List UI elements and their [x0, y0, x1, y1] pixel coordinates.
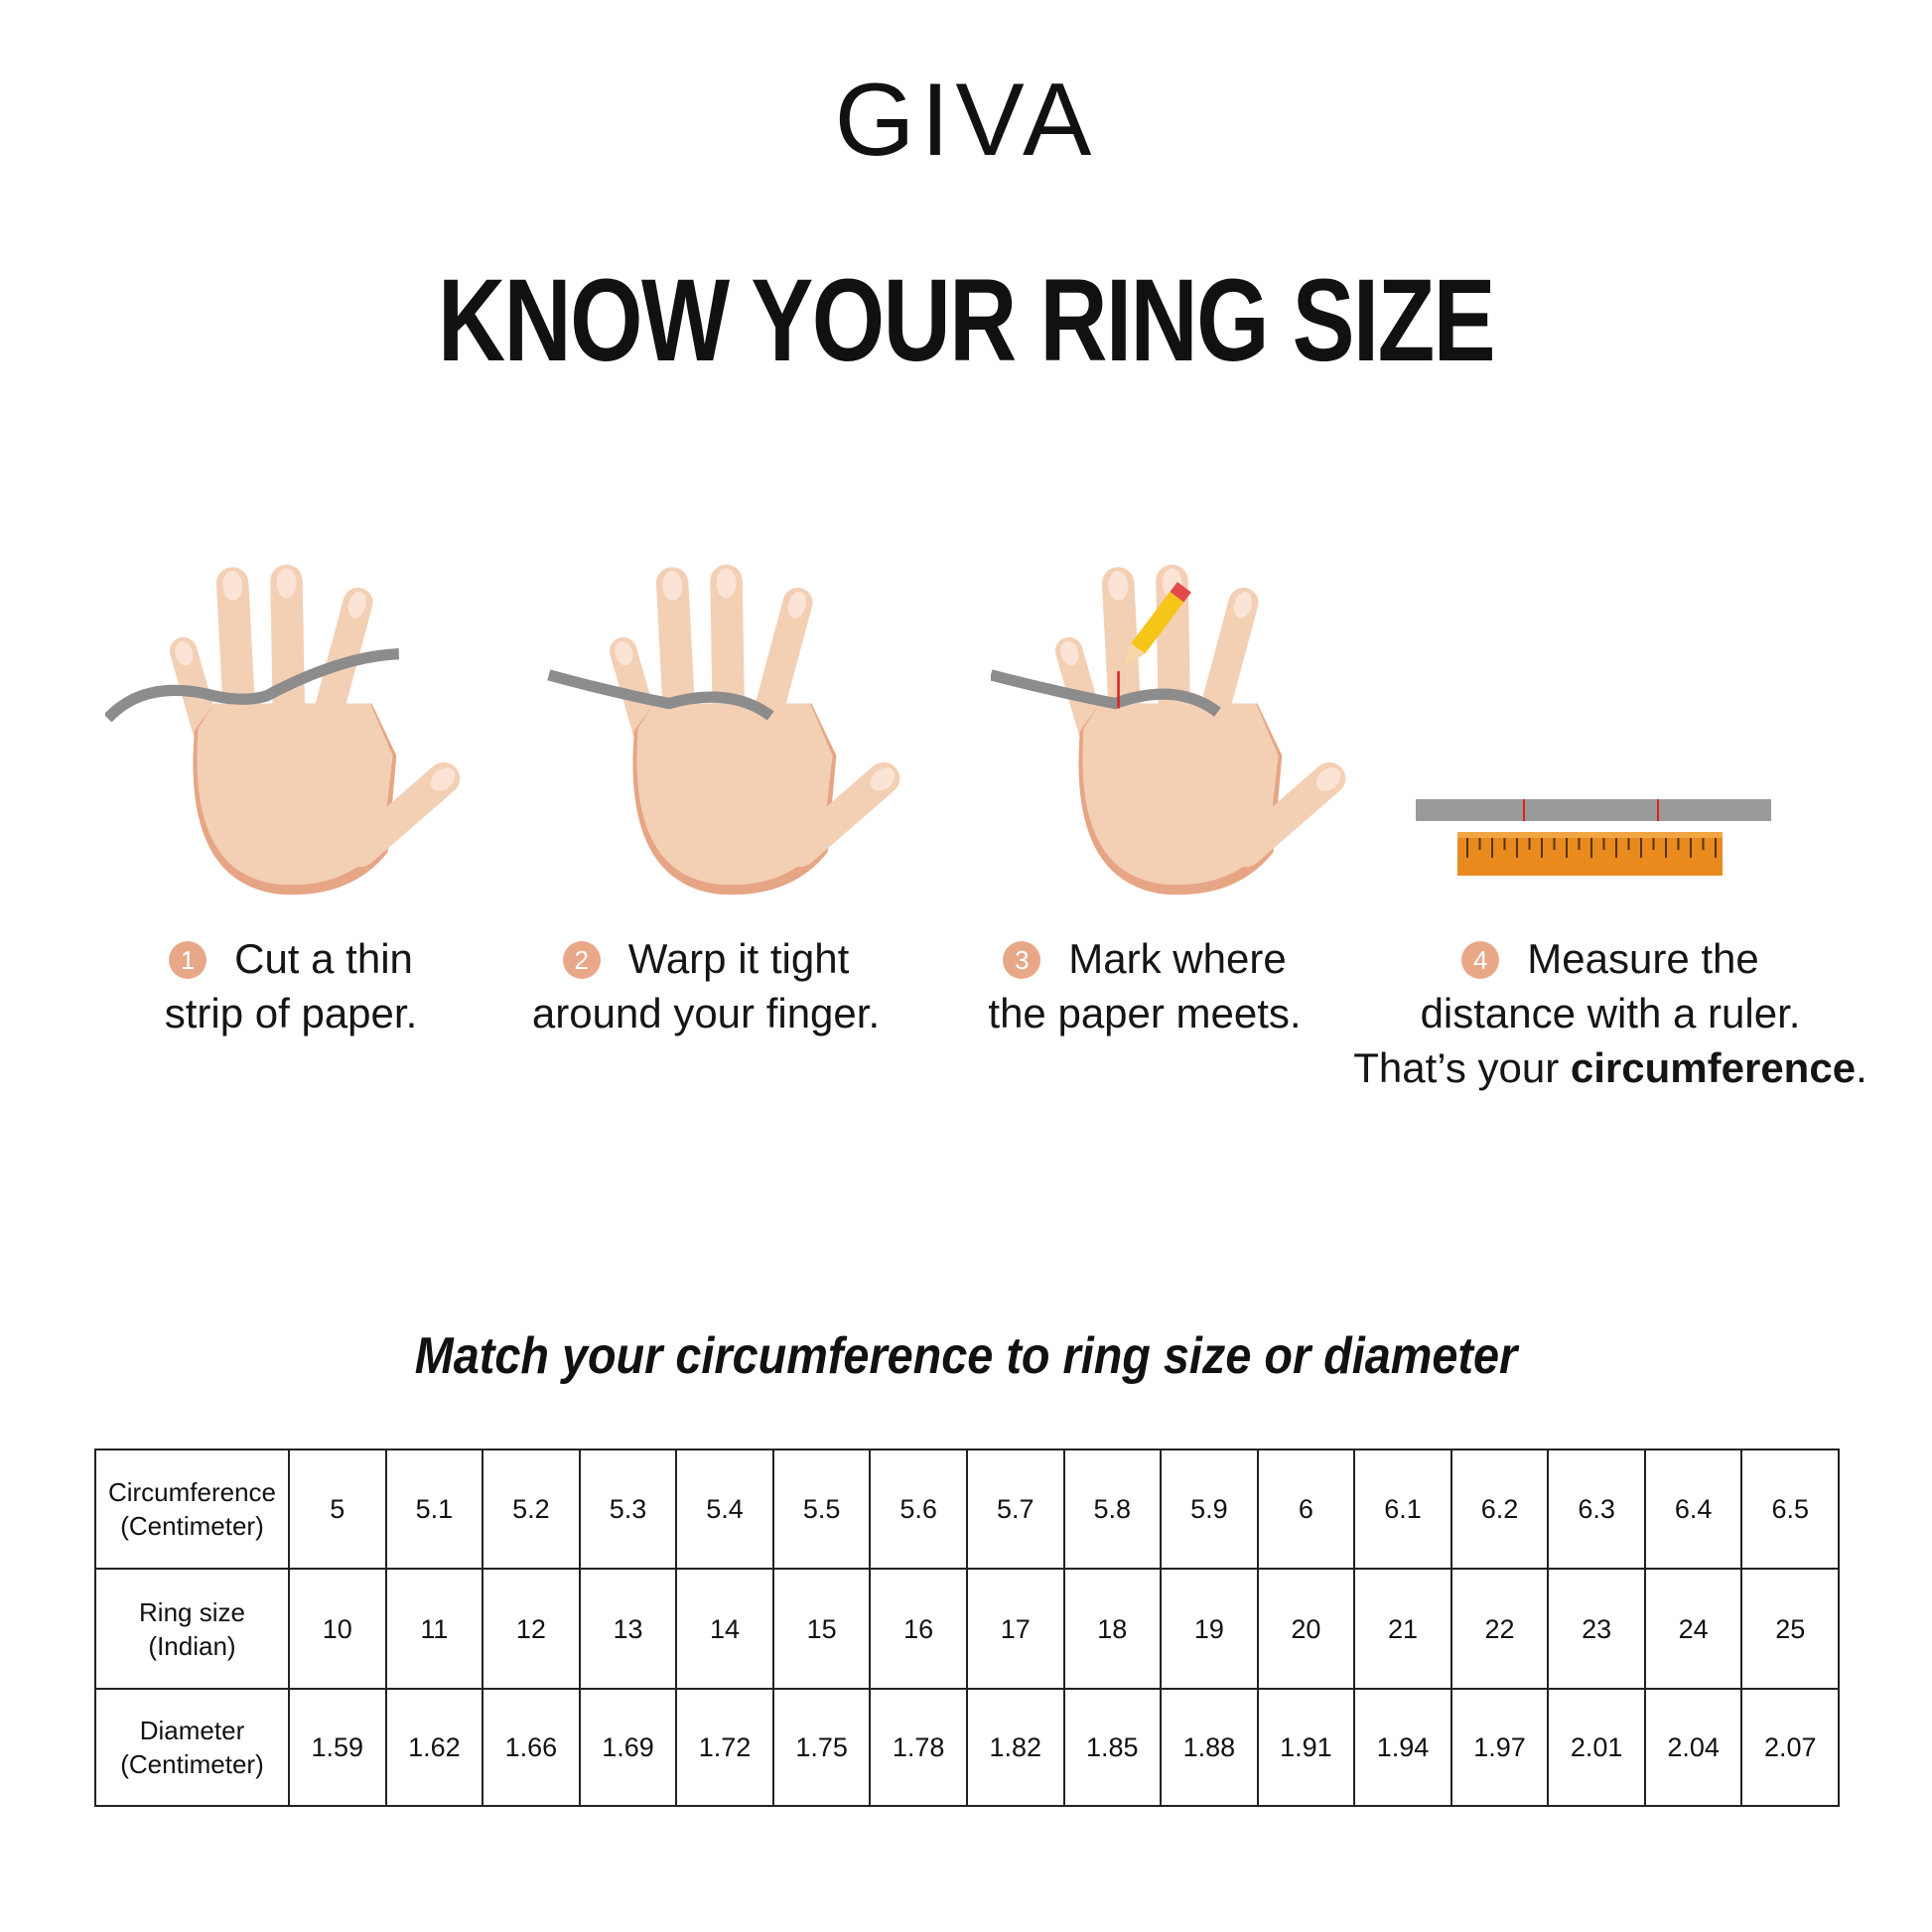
table-cell: 18 [1062, 1568, 1163, 1690]
table-cell: 6.3 [1547, 1449, 1646, 1570]
table-cell: 25 [1740, 1568, 1840, 1690]
table-cell: 5.3 [578, 1449, 678, 1570]
table-cell: 1.69 [578, 1688, 678, 1807]
table-cell: 1.97 [1449, 1688, 1550, 1807]
table-row: Diameter (Centimeter) 1.59 1.62 1.66 1.69 1.72… [94, 1688, 1840, 1807]
table-cell: 12 [482, 1568, 581, 1690]
table-cell: 1.62 [384, 1688, 484, 1807]
step-number-badge: 3 [1003, 941, 1041, 979]
table-cell: 14 [675, 1568, 774, 1690]
table-cell: 20 [1256, 1568, 1356, 1690]
step-number-badge: 4 [1461, 941, 1500, 979]
step-number-badge: 2 [562, 941, 601, 979]
row-header-label: Diameter [139, 1716, 245, 1745]
table-heading: Match your circumference to ring size or… [414, 1327, 1518, 1385]
ruler-icon [1457, 832, 1723, 876]
ruler-measuring-paper-illustration [1416, 799, 1771, 876]
table-cell: 1.91 [1256, 1688, 1356, 1807]
step-text-line1: Cut a thin [234, 935, 413, 982]
table-cell: 17 [965, 1568, 1065, 1690]
pencil-icon [1124, 582, 1191, 667]
table-row: Ring size (Indian) 10 11 12 13 14 15 16 17 18 19 20 2… [94, 1568, 1840, 1690]
step-2: 2 Warp it tight around your finger. [448, 931, 964, 1040]
table-cell: 13 [578, 1568, 678, 1690]
table-cell: 1.78 [869, 1688, 968, 1807]
step-text-line1: Mark where [1068, 935, 1287, 982]
row-header: Ring size (Indian) [94, 1568, 290, 1690]
giva-logo: GIVA [834, 63, 1098, 178]
row-header-unit: (Centimeter) [120, 1749, 264, 1779]
row-header-label: Ring size [139, 1596, 245, 1627]
row-header-label: Circumference [107, 1477, 277, 1507]
table-cell: 5.1 [384, 1449, 484, 1570]
paper-strip [547, 669, 774, 721]
step-4: 4 Measure the distance with a ruler. That… [1342, 931, 1878, 1095]
table-cell: 2.01 [1547, 1688, 1646, 1807]
table-cell: 19 [1160, 1568, 1259, 1690]
table-cell: 1.82 [965, 1688, 1065, 1807]
table-cell: 22 [1449, 1568, 1550, 1690]
table-cell: 5 [288, 1449, 387, 1570]
step-number-badge: 1 [169, 941, 207, 979]
ring-size-table: Circumference (Centimeter) 5 5.1 5.2 5.3 5.4 5.… [94, 1449, 1840, 1807]
table-cell: 5.2 [482, 1449, 581, 1570]
table-cell: 1.88 [1160, 1688, 1259, 1807]
step-text-line3: That’s your circumference. [1353, 1044, 1866, 1091]
table-cell: 23 [1547, 1568, 1646, 1690]
table-cell: 6.4 [1643, 1449, 1743, 1570]
step-text-line2: the paper meets. [988, 990, 1302, 1036]
table-cell: 2.07 [1740, 1688, 1840, 1807]
table-cell: 5.7 [965, 1449, 1065, 1570]
table-cell: 1.72 [675, 1688, 774, 1807]
paper-strip [991, 669, 1221, 717]
table-cell: 1.59 [288, 1688, 387, 1807]
row-header-unit: (Indian) [148, 1630, 236, 1661]
step-3: 3 Mark where the paper meets. [887, 931, 1403, 1040]
table-cell: 16 [869, 1568, 968, 1690]
table-cell: 2.04 [1643, 1688, 1743, 1807]
table-cell: 5.5 [771, 1449, 872, 1570]
table-cell: 1.66 [482, 1688, 581, 1807]
table-cell: 5.8 [1062, 1449, 1163, 1570]
table-cell: 5.9 [1160, 1449, 1259, 1570]
table-cell: 5.6 [869, 1449, 968, 1570]
row-header: Diameter (Centimeter) [94, 1688, 290, 1807]
table-cell: 15 [771, 1568, 872, 1690]
table-cell: 1.75 [771, 1688, 872, 1807]
circumference-emphasis: circumference [1570, 1044, 1857, 1091]
hand-with-paper-strip-illustration [105, 564, 465, 896]
step-text-line2: distance with a ruler. [1420, 990, 1801, 1036]
table-cell: 1.85 [1062, 1688, 1163, 1807]
paper-strip [105, 647, 400, 723]
step-text-suffix: . [1856, 1044, 1867, 1091]
table-cell: 6.2 [1449, 1449, 1550, 1570]
step-text-line2: strip of paper. [164, 990, 418, 1036]
row-header-unit: (Centimeter) [120, 1511, 264, 1541]
table-cell: 5.4 [675, 1449, 774, 1570]
table-cell: 11 [384, 1568, 484, 1690]
step-1: 1 Cut a thin strip of paper. [33, 931, 549, 1040]
table-row: Circumference (Centimeter) 5 5.1 5.2 5.3 5.4 5.… [94, 1449, 1840, 1570]
table-cell: 24 [1643, 1568, 1743, 1690]
row-header: Circumference (Centimeter) [94, 1449, 290, 1570]
step-text-line2: around your finger. [531, 990, 881, 1036]
table-cell: 21 [1353, 1568, 1452, 1690]
page-title: KNOW YOUR RING SIZE [437, 255, 1496, 386]
paper-strip [1416, 799, 1771, 821]
table-cell: 10 [288, 1568, 387, 1690]
table-cell: 6.5 [1740, 1449, 1840, 1570]
table-cell: 1.94 [1353, 1688, 1452, 1807]
table-cell: 6.1 [1353, 1449, 1452, 1570]
table-cell: 6 [1256, 1449, 1356, 1570]
step-text-line1: Warp it tight [627, 935, 850, 982]
step-text-prefix: That’s your [1353, 1044, 1571, 1091]
hand-wrapped-finger-illustration [547, 564, 904, 896]
hand-marking-paper-illustration [991, 564, 1350, 896]
step-text-line1: Measure the [1527, 935, 1759, 982]
